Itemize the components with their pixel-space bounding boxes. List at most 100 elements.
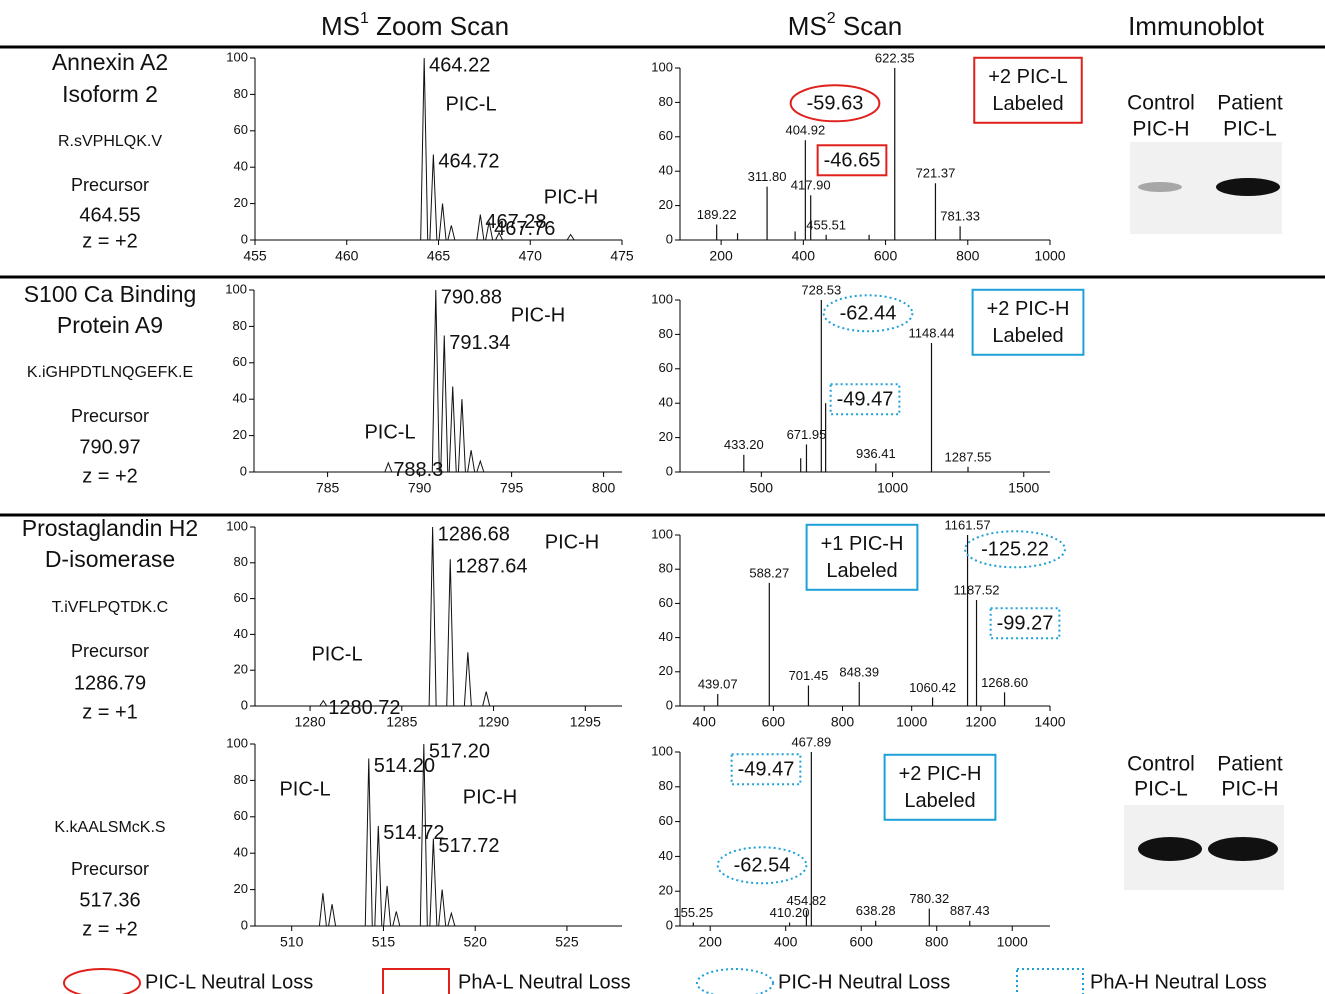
x-tick-label: 460 [335, 248, 359, 264]
x-tick-label: 455 [243, 248, 267, 264]
peak-label: 514.20 [374, 755, 435, 777]
charge: z = +2 [82, 230, 138, 252]
lane-label: PIC-H [1221, 778, 1278, 801]
y-tick-label: 0 [666, 231, 673, 246]
peak-label: 780.32 [909, 891, 949, 906]
y-tick-label: 40 [234, 626, 248, 641]
y-tick-label: 100 [651, 59, 673, 74]
annotation: PIC-H [511, 304, 565, 326]
legend-label: PIC-H Neutral Loss [778, 971, 950, 993]
y-tick-label: 60 [659, 360, 673, 375]
y-tick-label: 60 [233, 354, 247, 369]
y-tick-label: 20 [659, 663, 673, 678]
x-tick-label: 465 [427, 248, 451, 264]
y-tick-label: 40 [659, 629, 673, 644]
y-tick-label: 0 [241, 917, 248, 932]
protein-name: Protein A9 [57, 312, 163, 338]
x-tick-label: 785 [316, 480, 340, 496]
blot-band [1138, 182, 1182, 192]
x-tick-label: 790 [408, 480, 432, 496]
y-tick-label: 40 [659, 848, 673, 863]
x-tick-label: 475 [610, 248, 634, 264]
y-tick-label: 60 [234, 808, 248, 823]
y-tick-label: 0 [666, 463, 673, 478]
peak-label: 155.25 [673, 905, 713, 920]
y-tick-label: 40 [659, 395, 673, 410]
x-tick-label: 200 [709, 248, 733, 264]
y-tick-label: 20 [659, 197, 673, 212]
peak-label: 464.22 [429, 54, 490, 76]
precursor-value: 517.36 [79, 889, 140, 911]
precursor-value: 790.97 [79, 436, 140, 458]
x-tick-label: 515 [372, 934, 396, 950]
y-tick-label: 20 [234, 881, 248, 896]
annotation-text: -99.27 [997, 612, 1054, 634]
y-tick-label: 0 [240, 463, 247, 478]
peak-label: 517.72 [438, 835, 499, 857]
lane-name: Patient [1217, 753, 1283, 776]
annotation: PIC-L [311, 643, 362, 665]
figure: MS1 Zoom ScanMS2 ScanImmunoblotAnnexin A… [0, 0, 1325, 994]
annotation-text: PIC-L [311, 643, 362, 665]
blot-band [1138, 837, 1202, 861]
peak-label: 721.37 [916, 166, 956, 181]
peak-label: 514.72 [383, 822, 444, 844]
peak-label: 671.95 [787, 427, 827, 442]
annotation-text: -46.65 [824, 149, 881, 171]
x-tick-label: 1000 [896, 714, 927, 730]
y-tick-label: 100 [651, 291, 673, 306]
precursor-value: 1286.79 [74, 672, 146, 694]
y-tick-label: 80 [234, 554, 248, 569]
peptide: K.kAALSMcK.S [54, 819, 165, 836]
blot-band [1216, 178, 1280, 196]
x-tick-label: 800 [925, 934, 949, 950]
column-header: MS1 Zoom Scan [321, 10, 509, 41]
peak-label: 936.41 [856, 446, 896, 461]
column-header: Immunoblot [1128, 11, 1265, 41]
peptide: R.sVPHLQK.V [58, 133, 162, 150]
precursor-label: Precursor [71, 406, 149, 426]
peak-label: 887.43 [950, 903, 990, 918]
lane-label: PIC-L [1223, 118, 1277, 141]
annotation: PIC-L [364, 421, 415, 443]
peak-label: 1286.68 [438, 523, 510, 545]
y-tick-label: 80 [234, 86, 248, 101]
y-tick-label: 100 [651, 743, 673, 758]
peptide: T.iVFLPQTDK.C [52, 599, 168, 616]
precursor-label: Precursor [71, 641, 149, 661]
peak-label: 467.76 [494, 218, 555, 240]
x-tick-label: 1000 [877, 480, 908, 496]
annotation-text: -62.44 [840, 302, 897, 324]
lane-label: PIC-H [1132, 118, 1189, 141]
annotation: -99.27 [991, 608, 1060, 638]
x-tick-label: 525 [555, 934, 579, 950]
peak-label: 455.51 [806, 217, 846, 232]
lane-name: Patient [1217, 92, 1283, 115]
protein-name: D-isomerase [45, 546, 175, 572]
y-tick-label: 80 [233, 318, 247, 333]
annotation-text: -49.47 [837, 388, 894, 410]
legend-label: PhA-L Neutral Loss [458, 971, 631, 993]
y-tick-label: 60 [234, 590, 248, 605]
annotation-text: Labeled [826, 560, 897, 582]
annotation-text: PIC-L [445, 93, 496, 115]
peak-label: 439.07 [698, 676, 738, 691]
legend-label: PhA-H Neutral Loss [1090, 971, 1267, 993]
annotation-text: PIC-H [463, 786, 517, 808]
peak-label: 433.20 [724, 437, 764, 452]
protein-name: S100 Ca Binding [24, 281, 197, 307]
precursor-label: Precursor [71, 859, 149, 879]
peak-label: 1280.72 [328, 697, 400, 719]
y-tick-label: 80 [659, 94, 673, 109]
peptide: K.iGHPDTLNQGEFK.E [27, 364, 193, 381]
y-tick-label: 100 [226, 518, 248, 533]
x-tick-label: 400 [792, 248, 816, 264]
annotation-text: +2 PIC-L [988, 66, 1067, 88]
y-tick-label: 40 [233, 391, 247, 406]
y-tick-label: 100 [651, 526, 673, 541]
header-text: MS [788, 11, 827, 41]
x-tick-label: 1290 [478, 714, 509, 730]
peak-label: 1287.55 [945, 449, 992, 464]
peak-label: 701.45 [789, 668, 829, 683]
x-tick-label: 510 [280, 934, 304, 950]
